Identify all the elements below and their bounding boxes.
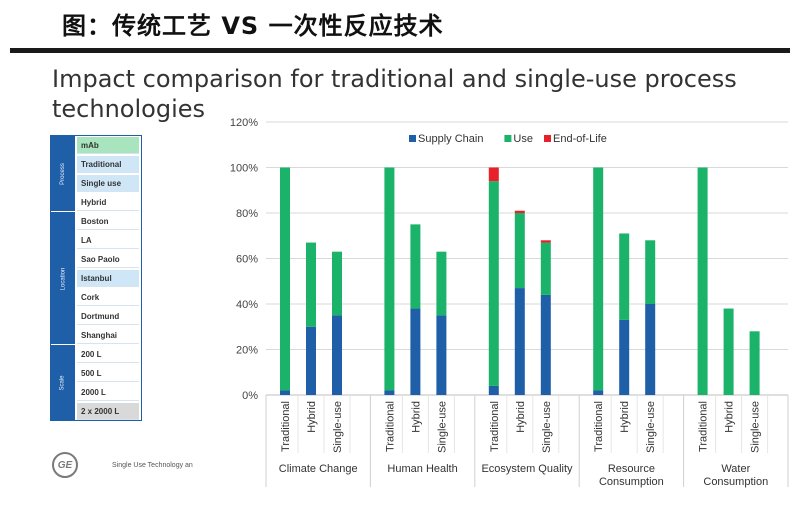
bar-segment-end-of-life <box>540 240 551 243</box>
bar-segment-supply-chain <box>540 294 551 395</box>
page-header-title: 图：传统工艺 VS 一次性反应技术 <box>62 12 444 40</box>
bar-segment-supply-chain <box>280 390 290 395</box>
bar-segment-use <box>332 251 342 316</box>
bar-segment-use <box>306 242 316 327</box>
bar-segment-supply-chain <box>514 288 525 395</box>
process-selector-panel: Process mAb Traditional Single use Hybrid Loc… <box>50 135 142 421</box>
y-tick-label: 80% <box>236 208 258 220</box>
selector-option[interactable]: 2000 L <box>77 384 139 401</box>
header-divider <box>10 48 790 53</box>
x-group-label: Consumption <box>703 476 768 488</box>
selector-option[interactable]: Sao Paolo <box>77 251 139 268</box>
bar-segment-supply-chain <box>384 390 395 395</box>
selector-option[interactable]: Istanbul <box>77 270 139 287</box>
selector-option[interactable]: 2 x 2000 L <box>77 403 139 420</box>
x-category-label: Single-use <box>750 401 762 453</box>
legend-swatch <box>544 135 551 142</box>
selector-option[interactable]: Dortmund <box>77 308 139 325</box>
y-tick-label: 100% <box>230 163 258 175</box>
bar-segment-use <box>410 224 421 309</box>
x-category-label: Traditional <box>593 401 605 452</box>
bar-segment-use <box>645 240 656 304</box>
x-category-label: Traditional <box>489 401 501 452</box>
bar-segment-use <box>723 308 734 395</box>
x-category-label: Traditional <box>698 401 710 452</box>
bar-segment-use <box>749 331 760 395</box>
x-group-label: Resource <box>608 463 655 475</box>
selector-group-bar <box>51 212 75 344</box>
bar-segment-supply-chain <box>619 319 630 395</box>
selector-option[interactable]: 200 L <box>77 346 139 363</box>
legend-label: Supply Chain <box>418 133 483 145</box>
selector-option[interactable]: Boston <box>77 213 139 230</box>
bar-segment-supply-chain <box>306 326 316 395</box>
selector-option[interactable]: Cork <box>77 289 139 306</box>
bar-segment-use <box>593 167 604 391</box>
selector-option[interactable]: Hybrid <box>77 194 139 211</box>
x-category-label: Single-use <box>541 401 553 453</box>
selector-group-bar <box>51 136 75 211</box>
bar-segment-supply-chain <box>593 390 604 395</box>
selector-option[interactable]: mAb <box>77 137 139 154</box>
selector-option[interactable]: Single use <box>77 175 139 192</box>
bar-segment-use <box>514 213 525 289</box>
y-tick-label: 0% <box>242 390 258 402</box>
legend-label: End-of-Life <box>553 133 607 145</box>
bar-segment-supply-chain <box>332 315 342 395</box>
bar-segment-use <box>436 251 447 316</box>
x-category-label: Hybrid <box>306 401 318 433</box>
ge-logo: GE <box>52 452 78 478</box>
x-category-label: Hybrid <box>619 401 631 433</box>
selector-group-bar <box>51 345 75 420</box>
selector-option[interactable]: Shanghai <box>77 327 139 344</box>
footer-text: Single Use Technology an <box>112 462 193 469</box>
bar-segment-use <box>384 167 395 391</box>
x-category-label: Single-use <box>436 401 448 453</box>
y-tick-label: 60% <box>236 254 258 266</box>
selector-option[interactable]: LA <box>77 232 139 249</box>
x-group-label: Water <box>721 463 750 475</box>
legend-swatch <box>409 135 416 142</box>
y-tick-label: 40% <box>236 299 258 311</box>
bar-segment-supply-chain <box>645 304 656 395</box>
bar-segment-supply-chain <box>436 315 447 395</box>
x-group-label: Climate Change <box>279 463 358 475</box>
bar-segment-supply-chain <box>410 308 421 395</box>
bar-segment-end-of-life <box>514 210 525 213</box>
bar-segment-use <box>488 181 499 386</box>
x-category-label: Hybrid <box>515 401 527 433</box>
bar-segment-supply-chain <box>488 385 499 395</box>
x-group-label: Human Health <box>387 463 457 475</box>
x-category-label: Hybrid <box>410 401 422 433</box>
x-group-label: Ecosystem Quality <box>481 463 573 475</box>
slide-title: Impact comparison for traditional and si… <box>52 65 737 123</box>
bar-segment-end-of-life <box>488 167 499 182</box>
legend-swatch <box>504 135 512 142</box>
x-category-label: Traditional <box>384 401 396 452</box>
x-category-label: Single-use <box>645 401 657 453</box>
selector-option[interactable]: 500 L <box>77 365 139 382</box>
x-category-label: Hybrid <box>724 401 736 433</box>
y-tick-label: 20% <box>236 345 258 357</box>
x-category-label: Single-use <box>332 401 344 453</box>
legend-label: Use <box>513 133 533 145</box>
bar-segment-use <box>619 233 630 320</box>
bar-segment-use <box>697 167 708 395</box>
bar-segment-use <box>540 242 551 295</box>
bar-segment-use <box>280 167 290 391</box>
x-category-label: Traditional <box>280 401 292 452</box>
selector-option[interactable]: Traditional <box>77 156 139 173</box>
x-group-label: Consumption <box>599 476 664 488</box>
y-tick-label: 120% <box>230 117 258 129</box>
